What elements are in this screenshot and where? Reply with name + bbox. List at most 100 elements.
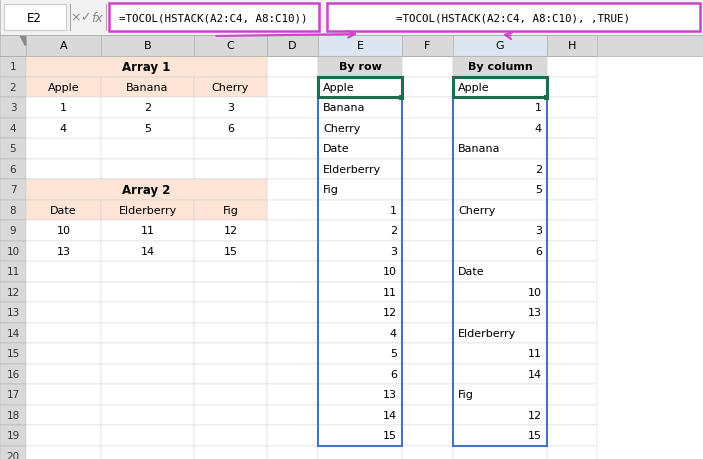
Text: 13: 13 <box>528 308 542 318</box>
Bar <box>402 302 453 323</box>
Bar <box>453 139 547 159</box>
Bar <box>26 302 101 323</box>
Text: 16: 16 <box>6 369 20 379</box>
Bar <box>26 77 101 98</box>
Text: Elderberry: Elderberry <box>323 164 381 174</box>
Text: 4: 4 <box>10 123 16 134</box>
Bar <box>453 425 547 446</box>
Bar <box>108 4 318 32</box>
Text: 19: 19 <box>6 431 20 440</box>
Text: Elderberry: Elderberry <box>118 205 176 215</box>
Bar <box>194 405 267 425</box>
Bar <box>26 179 267 200</box>
Bar <box>453 200 547 220</box>
Bar <box>267 241 318 262</box>
Bar <box>318 343 402 364</box>
Text: Date: Date <box>50 205 77 215</box>
Bar <box>101 220 194 241</box>
Bar <box>453 384 547 405</box>
Bar <box>453 364 547 384</box>
Bar <box>453 343 547 364</box>
Bar <box>318 425 402 446</box>
Bar <box>194 179 267 200</box>
Bar <box>0 282 26 302</box>
Bar <box>547 98 597 118</box>
Bar <box>547 364 597 384</box>
Text: E2: E2 <box>27 11 42 24</box>
Bar <box>101 262 194 282</box>
Bar <box>0 77 26 98</box>
Text: 3: 3 <box>390 246 397 256</box>
Bar <box>402 118 453 139</box>
Bar <box>101 446 194 459</box>
Text: C: C <box>226 41 234 51</box>
Text: G: G <box>496 41 504 51</box>
Bar <box>318 364 402 384</box>
Bar <box>267 262 318 282</box>
Bar <box>0 139 26 159</box>
Text: 6: 6 <box>535 246 542 256</box>
Bar <box>101 179 194 200</box>
Bar <box>267 446 318 459</box>
Text: 2: 2 <box>144 103 151 113</box>
Bar <box>318 179 402 200</box>
Bar <box>26 77 101 98</box>
Text: ×: × <box>70 11 81 24</box>
Bar <box>318 446 402 459</box>
Text: 11: 11 <box>141 226 155 236</box>
Bar <box>318 77 402 98</box>
Bar <box>0 241 26 262</box>
Bar <box>26 118 101 139</box>
Bar <box>194 220 267 241</box>
Bar <box>402 262 453 282</box>
Text: A: A <box>60 41 67 51</box>
Bar <box>4 5 65 31</box>
Text: 15: 15 <box>528 431 542 440</box>
Bar <box>267 282 318 302</box>
Bar <box>547 302 597 323</box>
Bar <box>318 200 402 220</box>
Bar <box>402 343 453 364</box>
Bar <box>402 405 453 425</box>
Bar <box>26 343 101 364</box>
Text: Cherry: Cherry <box>458 205 496 215</box>
Text: 3: 3 <box>535 226 542 236</box>
Bar <box>101 98 194 118</box>
Bar <box>547 323 597 343</box>
Bar <box>267 139 318 159</box>
Bar <box>318 241 402 262</box>
Bar <box>318 282 402 302</box>
Bar <box>547 282 597 302</box>
Text: 13: 13 <box>6 308 20 318</box>
Bar <box>101 364 194 384</box>
Bar <box>26 384 101 405</box>
Bar <box>267 425 318 446</box>
Bar <box>318 57 402 77</box>
Bar <box>194 118 267 139</box>
Bar <box>318 179 402 200</box>
Bar <box>547 36 597 57</box>
Bar <box>453 159 547 179</box>
Bar <box>101 200 194 220</box>
Bar <box>267 118 318 139</box>
Bar <box>547 405 597 425</box>
Bar <box>26 446 101 459</box>
Bar <box>194 98 267 118</box>
Bar <box>267 77 318 98</box>
Bar <box>267 302 318 323</box>
Bar <box>194 139 267 159</box>
Bar <box>101 36 194 57</box>
Bar <box>101 241 194 262</box>
Text: 15: 15 <box>6 348 20 358</box>
Bar <box>0 425 26 446</box>
Text: 1: 1 <box>10 62 16 72</box>
Bar <box>194 302 267 323</box>
Text: Apple: Apple <box>458 83 489 93</box>
Bar <box>318 98 402 118</box>
Bar <box>453 405 547 425</box>
Bar <box>318 425 402 446</box>
Text: 14: 14 <box>528 369 542 379</box>
Bar <box>194 98 267 118</box>
Text: 4: 4 <box>390 328 397 338</box>
Text: 4: 4 <box>535 123 542 134</box>
